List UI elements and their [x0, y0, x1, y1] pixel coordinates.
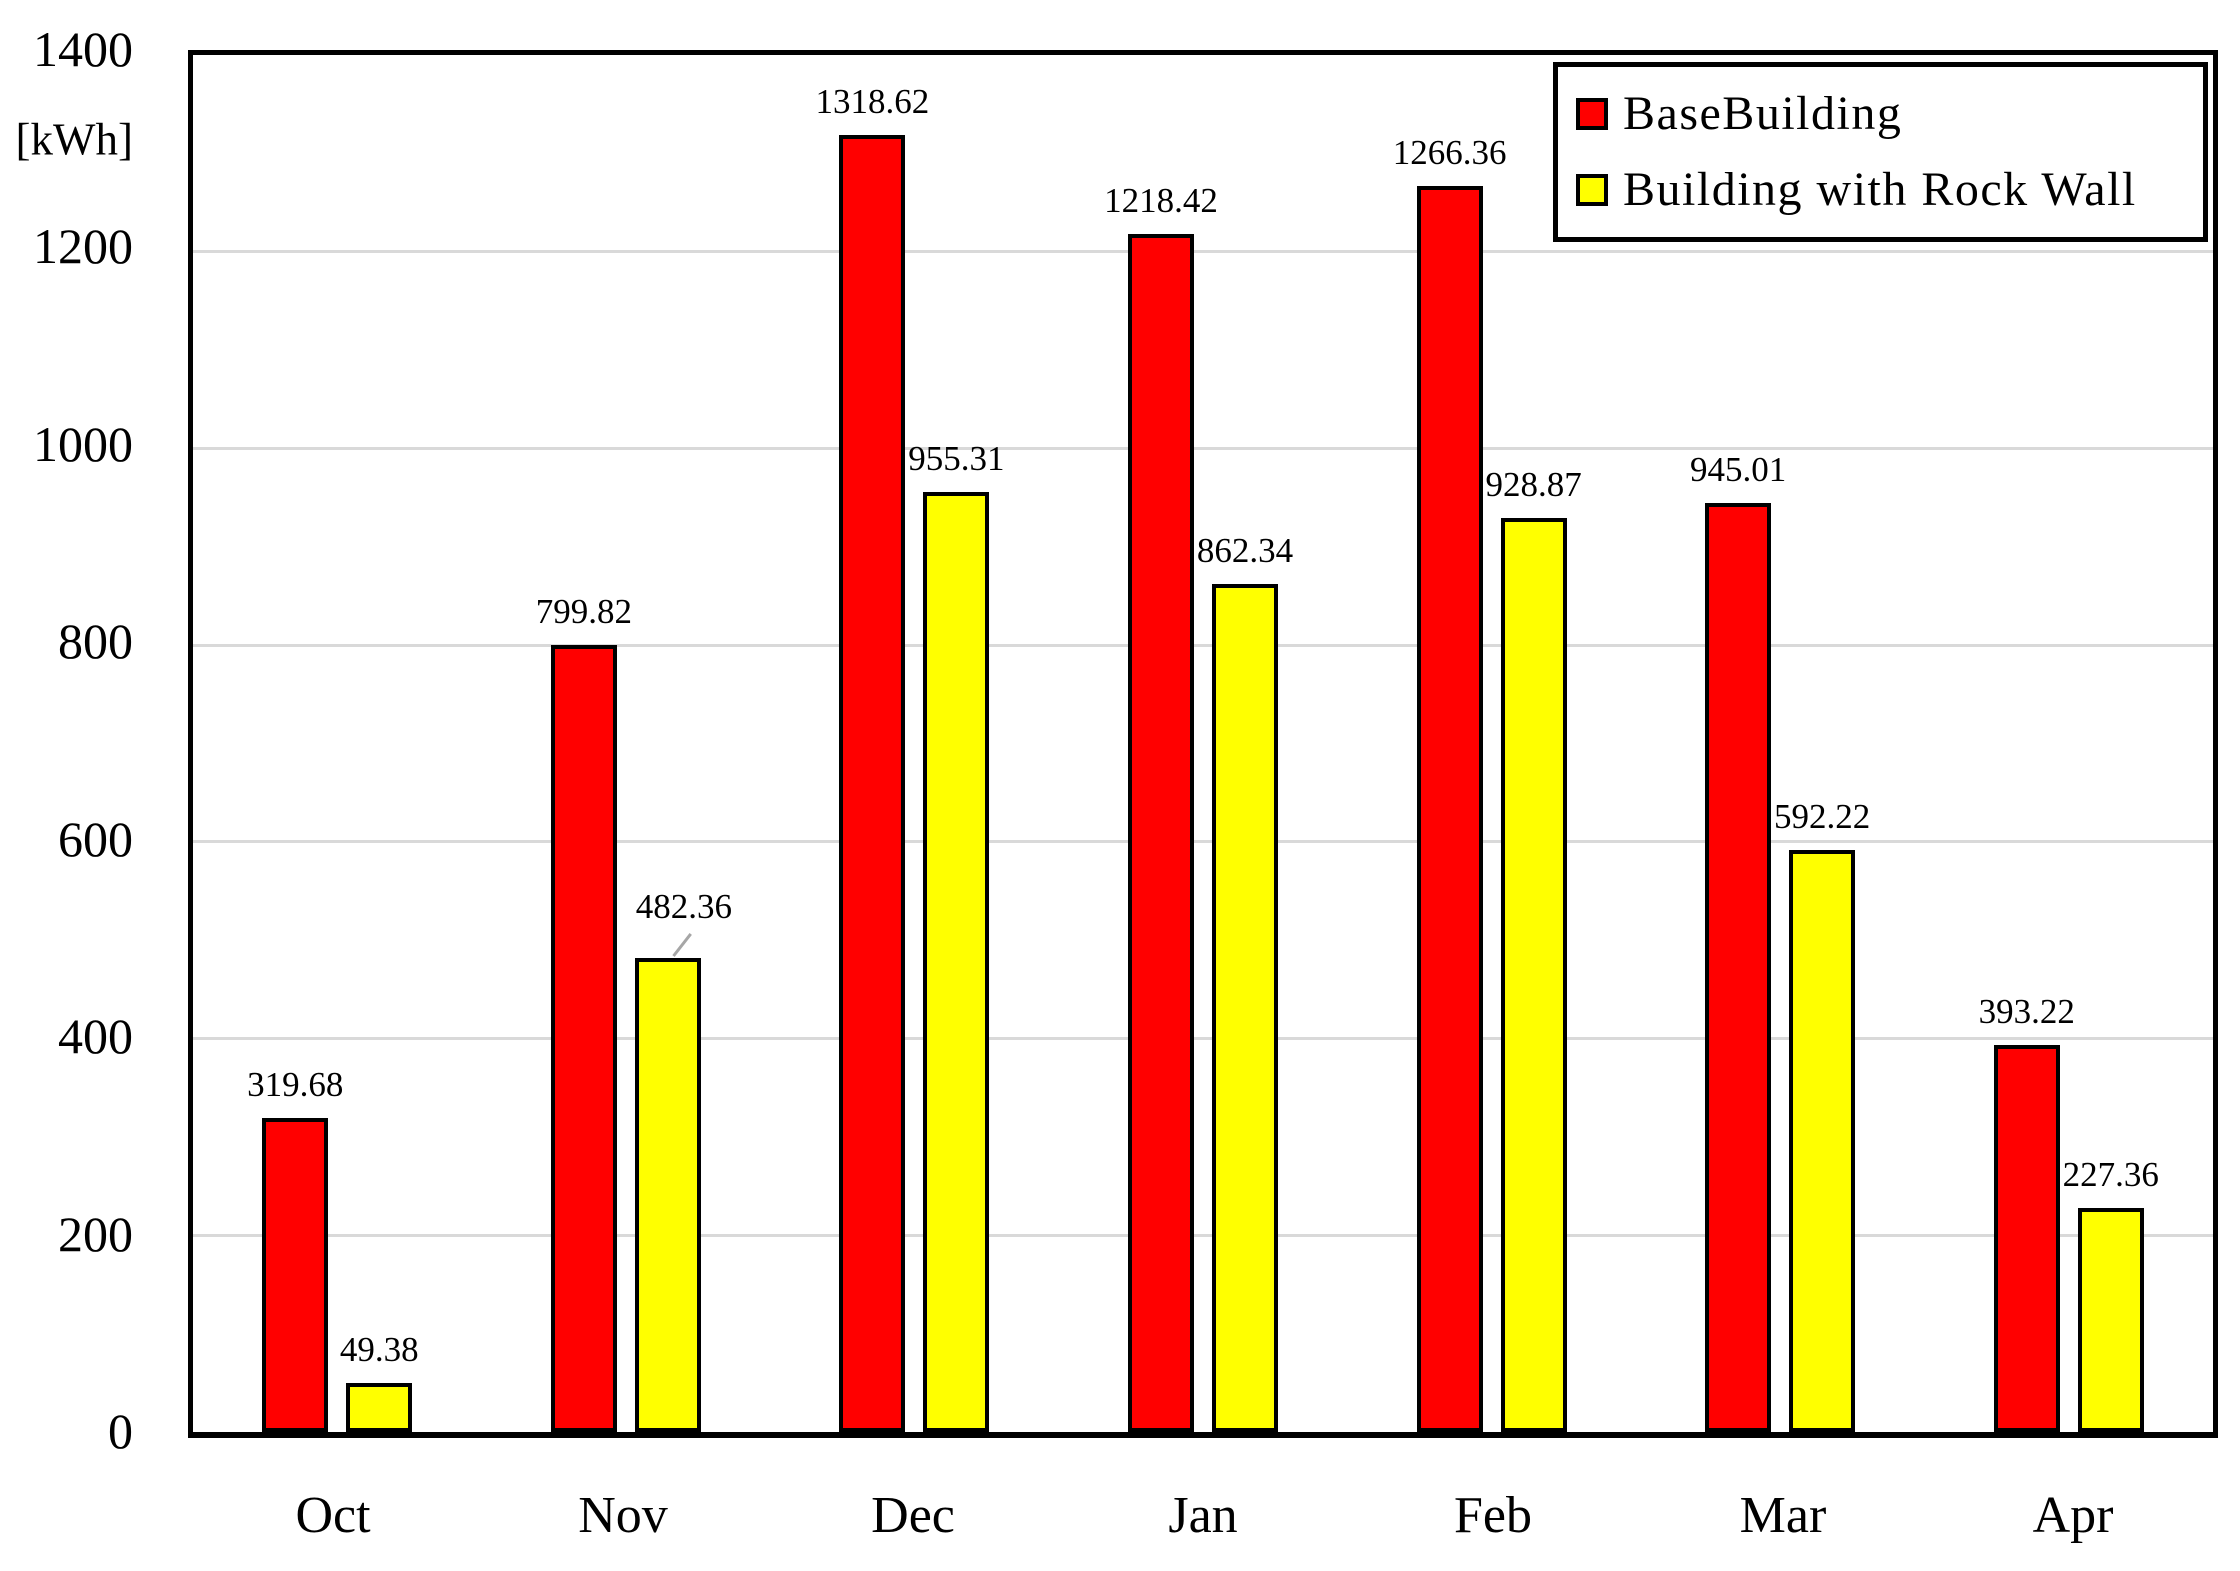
bar-basebuilding-feb: [1416, 186, 1483, 1432]
bar-basebuilding-apr: [1993, 1045, 2060, 1432]
bar-group-jan: 1218.42 862.34: [1104, 55, 1293, 1432]
x-label-jan: Jan: [1168, 1487, 1238, 1544]
leader-line-nov: [672, 932, 692, 957]
y-axis-unit-label: [kWh]: [15, 114, 133, 165]
bar-building-with-rock-wall-oct: [346, 1383, 413, 1432]
legend-swatch-red: [1576, 98, 1608, 130]
bar-slot-building-with-rock-wall-nov: 482.36: [634, 55, 732, 1432]
value-label-basebuilding-jan: 1218.42: [1104, 180, 1218, 220]
bar-building-with-rock-wall-nov: [634, 957, 701, 1432]
bar-building-with-rock-wall-dec: [923, 492, 990, 1432]
gridline-1200: [193, 250, 2213, 254]
bar-basebuilding-oct: [262, 1117, 329, 1432]
y-axis: [kWh] 0 200 400 600 800 1000 1200 1400: [0, 24, 133, 1456]
bar-group-mar: 945.01 592.22: [1690, 55, 1870, 1432]
bar-building-with-rock-wall-apr: [2077, 1208, 2144, 1432]
bar-slot-building-with-rock-wall-apr: 227.36: [2063, 55, 2159, 1432]
y-tick-1000: 1000: [33, 415, 133, 472]
value-label-building-with-rock-wall-mar: 592.22: [1774, 796, 1871, 836]
x-label-mar: Mar: [1739, 1487, 1827, 1544]
legend-label: Building with Rock Wall: [1623, 163, 2137, 216]
legend: BaseBuilding Building with Rock Wall: [1553, 62, 2208, 242]
value-label-basebuilding-oct: 319.68: [247, 1064, 344, 1104]
bar-group-oct: 319.68 49.38: [247, 55, 419, 1432]
bar-slot-basebuilding-apr: 393.22: [1979, 55, 2075, 1432]
legend-label: BaseBuilding: [1623, 87, 1903, 140]
value-label-basebuilding-nov: 799.82: [535, 592, 632, 632]
value-label-building-with-rock-wall-nov: 482.36: [635, 886, 732, 926]
x-label-nov: Nov: [578, 1487, 668, 1544]
value-label-basebuilding-apr: 393.22: [1978, 992, 2075, 1032]
y-tick-600: 600: [58, 810, 133, 867]
plot-area: 319.68 49.38 799.82 482.36 1318.62 955.31 1218…: [188, 50, 2218, 1438]
value-label-basebuilding-dec: 1318.62: [815, 82, 930, 122]
value-label-building-with-rock-wall-dec: 955.31: [908, 439, 1005, 479]
bar-slot-basebuilding-feb: 1266.36: [1393, 55, 1506, 1432]
x-label-feb: Feb: [1454, 1487, 1532, 1544]
legend-swatch-yellow: [1576, 174, 1608, 206]
y-tick-800: 800: [58, 613, 133, 670]
value-label-building-with-rock-wall-feb: 928.87: [1485, 465, 1582, 505]
bar-slot-basebuilding-nov: 799.82: [536, 55, 632, 1432]
bar-slot-building-with-rock-wall-jan: 862.34: [1197, 55, 1293, 1432]
value-label-basebuilding-mar: 945.01: [1690, 449, 1787, 489]
value-label-building-with-rock-wall-jan: 862.34: [1196, 530, 1294, 570]
bar-basebuilding-dec: [839, 135, 906, 1432]
gridline-600: [193, 840, 2213, 844]
bar-slot-basebuilding-jan: 1218.42: [1104, 55, 1218, 1432]
bar-group-nov: 799.82 482.36: [536, 55, 732, 1432]
bar-building-with-rock-wall-jan: [1212, 583, 1278, 1432]
bar-building-with-rock-wall-mar: [1789, 849, 1856, 1432]
bar-slot-basebuilding-mar: 945.01: [1690, 55, 1786, 1432]
bar-slot-building-with-rock-wall-dec: 955.31: [908, 55, 1005, 1432]
bar-basebuilding-mar: [1705, 502, 1772, 1432]
value-label-building-with-rock-wall-oct: 49.38: [339, 1330, 419, 1370]
bar-slot-building-with-rock-wall-feb: 928.87: [1485, 55, 1582, 1432]
value-label-basebuilding-feb: 1266.36: [1392, 133, 1507, 173]
bar-building-with-rock-wall-feb: [1500, 518, 1567, 1432]
x-label-apr: Apr: [2032, 1487, 2114, 1544]
legend-item-basebuilding: BaseBuilding: [1576, 90, 2203, 138]
x-axis: Oct Nov Dec Jan Feb Mar Apr: [188, 1438, 2218, 1568]
y-tick-1200: 1200: [33, 218, 133, 275]
gridline-1000: [193, 446, 2213, 450]
bar-slot-basebuilding-dec: 1318.62: [816, 55, 929, 1432]
gridline-200: [193, 1233, 2213, 1237]
bar-slot-basebuilding-oct: 319.68: [247, 55, 343, 1432]
bar-basebuilding-nov: [550, 645, 617, 1432]
y-tick-0: 0: [108, 1403, 133, 1459]
x-label-dec: Dec: [871, 1487, 955, 1544]
bar-slot-building-with-rock-wall-mar: 592.22: [1774, 55, 1870, 1432]
gridline-800: [193, 643, 2213, 647]
y-tick-200: 200: [58, 1205, 133, 1262]
y-tick-400: 400: [58, 1008, 133, 1065]
y-tick-1400: 1400: [33, 21, 133, 77]
gridline-400: [193, 1037, 2213, 1041]
value-label-building-with-rock-wall-apr: 227.36: [2062, 1155, 2159, 1195]
bar-group-apr: 393.22 227.36: [1979, 55, 2159, 1432]
bar-slot-building-with-rock-wall-oct: 49.38: [340, 55, 419, 1432]
bar-group-feb: 1266.36 928.87: [1393, 55, 1582, 1432]
bar-basebuilding-jan: [1128, 233, 1194, 1432]
x-label-oct: Oct: [295, 1487, 371, 1544]
bar-group-dec: 1318.62 955.31: [816, 55, 1005, 1432]
legend-item-rock-wall: Building with Rock Wall: [1576, 166, 2203, 214]
